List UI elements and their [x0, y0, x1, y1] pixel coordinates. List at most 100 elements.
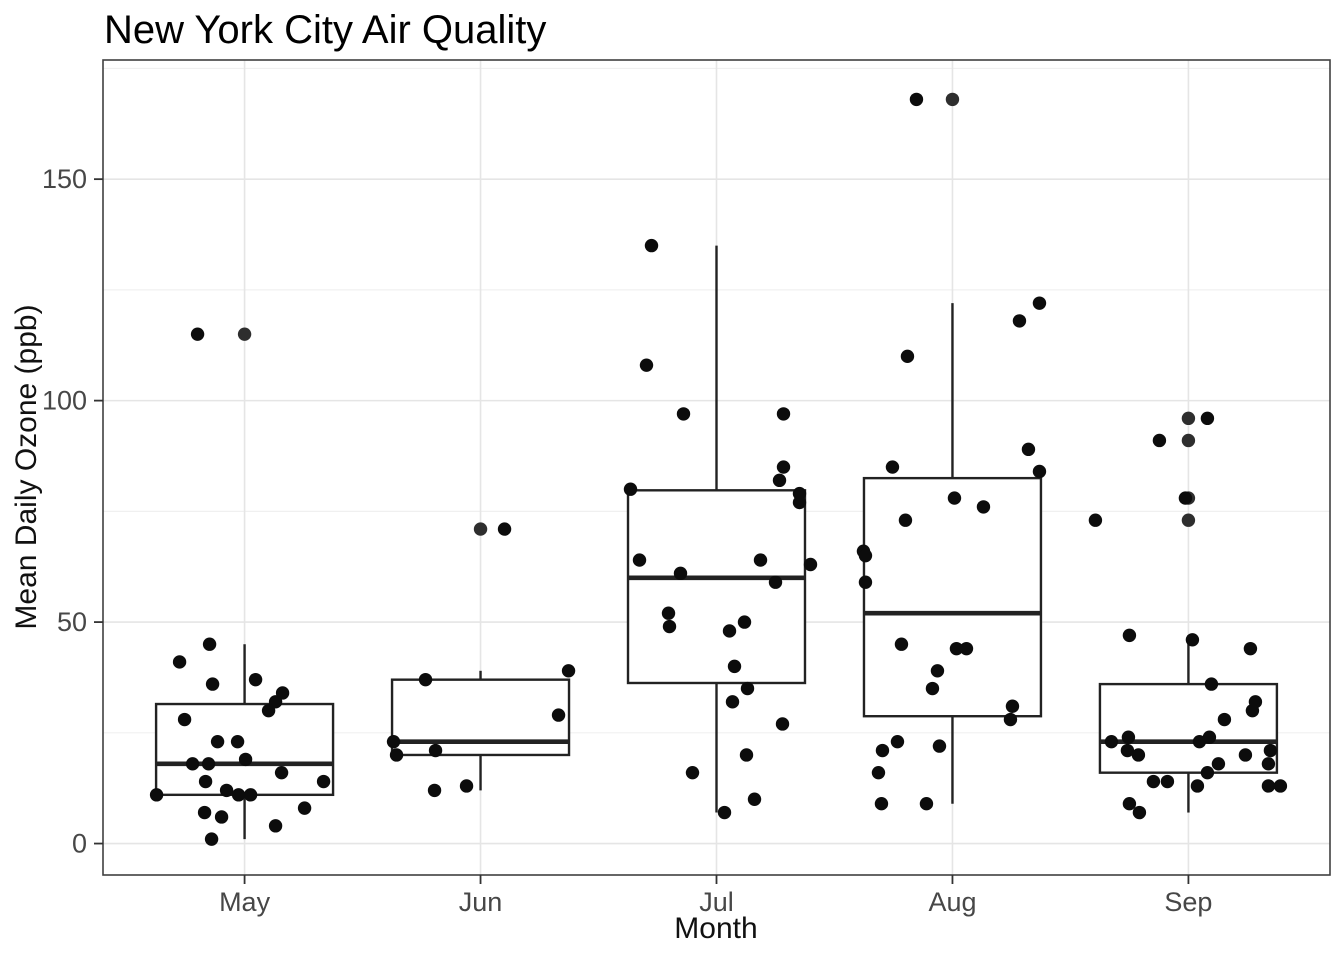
data-point-Jun [428, 743, 443, 758]
data-point-Sep [1146, 774, 1161, 789]
data-point-Aug [875, 743, 890, 758]
data-point-May [149, 788, 164, 802]
data-point-Aug [885, 460, 900, 474]
data-point-Sep [1192, 734, 1207, 749]
data-point-Jul [662, 619, 677, 634]
data-point-Aug [976, 500, 991, 514]
data-point-May [202, 637, 217, 651]
data-point-May [274, 765, 289, 780]
data-point-Aug [925, 681, 940, 696]
data-point-Sep [1104, 734, 1119, 749]
x-tick-label-Aug: Aug [928, 887, 976, 917]
data-point-Aug [919, 796, 934, 811]
data-point-May [214, 810, 229, 824]
data-point-Sep [1261, 757, 1276, 771]
data-point-Jul [768, 575, 783, 589]
outlier-point-Sep [1181, 411, 1196, 426]
data-point-Jun [497, 522, 512, 536]
plot-area: 0 50 100 150 May Jun Jul Aug Sep [42, 59, 1331, 917]
x-tick-label-May: May [219, 887, 271, 917]
data-point-May [201, 757, 216, 771]
data-point-Jul [727, 659, 742, 674]
data-point-Sep [1131, 748, 1146, 762]
data-point-Aug [932, 739, 947, 753]
data-point-Jul [772, 473, 787, 488]
data-point-Aug [1032, 464, 1047, 479]
data-point-May [238, 752, 253, 767]
data-point-May [230, 734, 245, 749]
data-point-Jul [639, 358, 654, 372]
outlier-point-Aug [945, 92, 960, 107]
data-point-Jul [722, 624, 737, 638]
data-point-Jun [459, 779, 474, 793]
data-point-Aug [930, 664, 945, 678]
outlier-point-May [237, 327, 252, 341]
y-tick-label: 0 [72, 829, 87, 859]
data-point-May [261, 703, 276, 718]
data-point-Sep [1200, 411, 1215, 426]
data-point-Aug [900, 349, 915, 364]
y-tick-label: 50 [57, 607, 87, 637]
data-point-Sep [1245, 703, 1260, 718]
data-point-May [210, 734, 225, 749]
data-point-Aug [874, 796, 889, 811]
data-point-Jul [685, 765, 700, 780]
data-point-Jul [803, 557, 818, 572]
y-axis-title: Mean Daily Ozone (ppb) [10, 304, 43, 629]
data-point-May [204, 832, 219, 846]
data-point-Aug [949, 641, 964, 656]
data-point-Sep [1132, 805, 1147, 820]
data-point-Sep [1243, 641, 1258, 656]
data-point-Aug [894, 637, 909, 651]
data-point-Jul [739, 748, 754, 762]
data-point-May [205, 677, 220, 691]
data-point-Sep [1121, 730, 1136, 744]
chart-title: New York City Air Quality [104, 8, 546, 52]
data-point-May [185, 757, 200, 771]
data-point-Aug [890, 734, 905, 749]
data-point-Aug [858, 548, 873, 563]
data-point-May [268, 819, 283, 833]
data-point-Jul [725, 695, 740, 709]
x-axis-title: Month [674, 912, 757, 945]
data-point-Sep [1122, 628, 1137, 643]
data-point-May [243, 788, 258, 802]
data-point-Sep [1160, 774, 1175, 789]
data-point-Jun [386, 734, 401, 749]
data-point-Jul [737, 615, 752, 629]
data-point-Sep [1273, 779, 1288, 793]
data-point-Jul [661, 606, 676, 620]
data-point-Sep [1152, 433, 1167, 448]
data-point-Aug [947, 491, 962, 505]
x-tick-label-Sep: Sep [1164, 887, 1212, 917]
data-point-Aug [1032, 296, 1047, 310]
data-point-Sep [1200, 765, 1215, 780]
data-point-May [219, 783, 234, 798]
data-point-Aug [1012, 314, 1027, 328]
data-point-Sep [1190, 779, 1205, 793]
data-point-Jun [427, 783, 442, 798]
data-point-May [297, 801, 312, 815]
data-point-Aug [959, 641, 974, 656]
data-point-Aug [1021, 442, 1036, 457]
data-point-Aug [898, 513, 913, 527]
data-point-Jul [644, 238, 659, 253]
data-point-Jul [776, 407, 791, 421]
data-point-Jul [676, 407, 691, 421]
box-Aug [862, 476, 1043, 718]
data-point-Sep [1202, 730, 1217, 744]
data-point-Jul [673, 566, 688, 581]
data-point-Jun [418, 672, 433, 687]
data-point-Jul [632, 553, 647, 567]
data-point-May [177, 712, 192, 727]
data-point-Sep [1122, 796, 1137, 811]
data-point-May [197, 805, 212, 820]
data-point-Jul [753, 553, 768, 567]
y-tick-label: 100 [42, 386, 87, 416]
data-point-Jun [551, 708, 566, 722]
data-point-Sep [1217, 712, 1232, 727]
data-point-Aug [1005, 699, 1020, 713]
data-point-Jul [623, 482, 638, 496]
outlier-point-Sep [1181, 433, 1196, 448]
